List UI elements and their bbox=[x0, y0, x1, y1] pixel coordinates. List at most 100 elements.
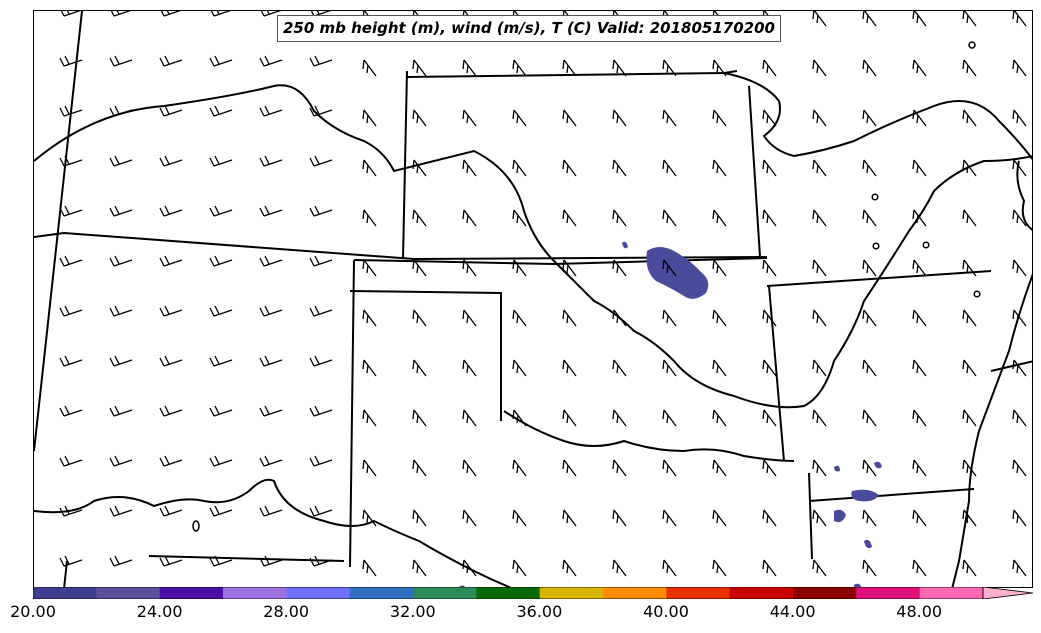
colorbar-segment bbox=[856, 587, 921, 599]
wind-barb bbox=[812, 11, 827, 27]
wind-barb bbox=[662, 309, 677, 327]
wind-barb bbox=[862, 109, 877, 127]
wind-barb bbox=[662, 359, 677, 377]
wind-barb bbox=[662, 209, 677, 227]
wind-barb bbox=[962, 309, 977, 327]
wind-barb bbox=[762, 559, 777, 577]
river-missouri-north bbox=[723, 72, 1032, 161]
calm-circle bbox=[968, 41, 976, 49]
calm-circles bbox=[192, 41, 981, 532]
wind-barb bbox=[159, 455, 183, 467]
border-texas-arkansas bbox=[808, 472, 813, 560]
wind-barb bbox=[462, 259, 477, 277]
wind-barb bbox=[209, 205, 233, 217]
wind-barb bbox=[1012, 59, 1027, 77]
wind-barb bbox=[712, 359, 727, 377]
wind-barb bbox=[712, 109, 727, 127]
colorbar-outline bbox=[33, 587, 984, 599]
wind-barb bbox=[762, 259, 777, 277]
wind-barb bbox=[159, 255, 183, 267]
wind-barb bbox=[662, 109, 677, 127]
wind-barb bbox=[562, 359, 577, 377]
wind-barb bbox=[59, 405, 83, 417]
colorbar-segment bbox=[159, 587, 224, 599]
colorbar-segment bbox=[539, 587, 604, 599]
wind-barb bbox=[862, 59, 877, 77]
wind-barb bbox=[912, 359, 927, 377]
colorbar-tick-label: 36.00 bbox=[516, 602, 563, 621]
wind-barb bbox=[962, 59, 977, 77]
border-texas-panhandle bbox=[349, 290, 502, 421]
shade-ark-6 bbox=[854, 583, 862, 587]
wind-barb bbox=[512, 509, 527, 527]
wind-barb bbox=[812, 559, 827, 577]
wind-barb bbox=[59, 105, 83, 117]
wind-barb bbox=[712, 409, 727, 427]
wind-barb bbox=[862, 159, 877, 177]
wind-barb bbox=[612, 459, 627, 477]
wind-barb bbox=[562, 509, 577, 527]
wind-barb bbox=[562, 409, 577, 427]
wind-barb bbox=[260, 11, 282, 17]
wind-barb bbox=[462, 59, 477, 77]
wind-barb bbox=[209, 505, 233, 517]
wind-barb bbox=[259, 55, 283, 67]
wind-barb bbox=[109, 105, 133, 117]
wind-barb bbox=[259, 405, 283, 417]
wind-barb bbox=[612, 159, 627, 177]
wind-barb bbox=[812, 459, 827, 477]
wind-barb bbox=[362, 359, 377, 377]
wind-barb bbox=[962, 109, 977, 127]
colorbar-tick-label: 28.00 bbox=[263, 602, 310, 621]
wind-barb bbox=[912, 459, 927, 477]
wind-barb bbox=[912, 309, 927, 327]
map-canvas bbox=[34, 11, 1032, 587]
wind-barb bbox=[109, 405, 133, 417]
wind-barb bbox=[209, 555, 233, 567]
wind-barb bbox=[612, 409, 627, 427]
wind-barb bbox=[59, 455, 83, 467]
border-arkansas-south bbox=[808, 488, 975, 502]
wind-barb bbox=[412, 509, 427, 527]
wind-barb bbox=[812, 259, 827, 277]
wind-barb bbox=[762, 459, 777, 477]
wind-barb bbox=[412, 59, 427, 77]
wind-barb bbox=[362, 159, 377, 177]
wind-barb bbox=[612, 259, 627, 277]
wind-barb bbox=[962, 359, 977, 377]
shade-ark-5 bbox=[834, 465, 840, 472]
wind-barb bbox=[1012, 11, 1027, 27]
wind-barb bbox=[1012, 309, 1027, 327]
wind-barb bbox=[562, 309, 577, 327]
shaded-regions bbox=[459, 241, 882, 587]
wind-barb bbox=[159, 405, 183, 417]
colorbar bbox=[33, 587, 1033, 599]
wind-barb bbox=[109, 505, 133, 517]
wind-barb bbox=[209, 155, 233, 167]
wind-barb bbox=[362, 409, 377, 427]
wind-barb bbox=[862, 459, 877, 477]
shade-ark-3 bbox=[864, 539, 872, 549]
wind-barb bbox=[612, 559, 627, 577]
wind-barb bbox=[762, 109, 777, 127]
wind-barb bbox=[309, 505, 333, 517]
calm-circle bbox=[922, 241, 930, 249]
shade-ark-4 bbox=[874, 461, 882, 469]
wind-barb bbox=[309, 355, 333, 367]
calm-circle bbox=[973, 290, 981, 298]
colorbar-segment bbox=[96, 587, 161, 599]
shade-ark-2 bbox=[834, 509, 846, 523]
colorbar-segment bbox=[223, 587, 287, 599]
wind-barb bbox=[259, 155, 283, 167]
wind-barb bbox=[412, 459, 427, 477]
wind-barb bbox=[762, 159, 777, 177]
river-platte bbox=[34, 84, 1032, 409]
colorbar-segment bbox=[286, 587, 351, 599]
wind-barb bbox=[259, 455, 283, 467]
wind-barb bbox=[309, 405, 333, 417]
river-red bbox=[503, 410, 795, 462]
wind-barb bbox=[562, 109, 577, 127]
wind-barb bbox=[59, 505, 83, 517]
wind-barb bbox=[209, 255, 233, 267]
wind-barb bbox=[812, 409, 827, 427]
